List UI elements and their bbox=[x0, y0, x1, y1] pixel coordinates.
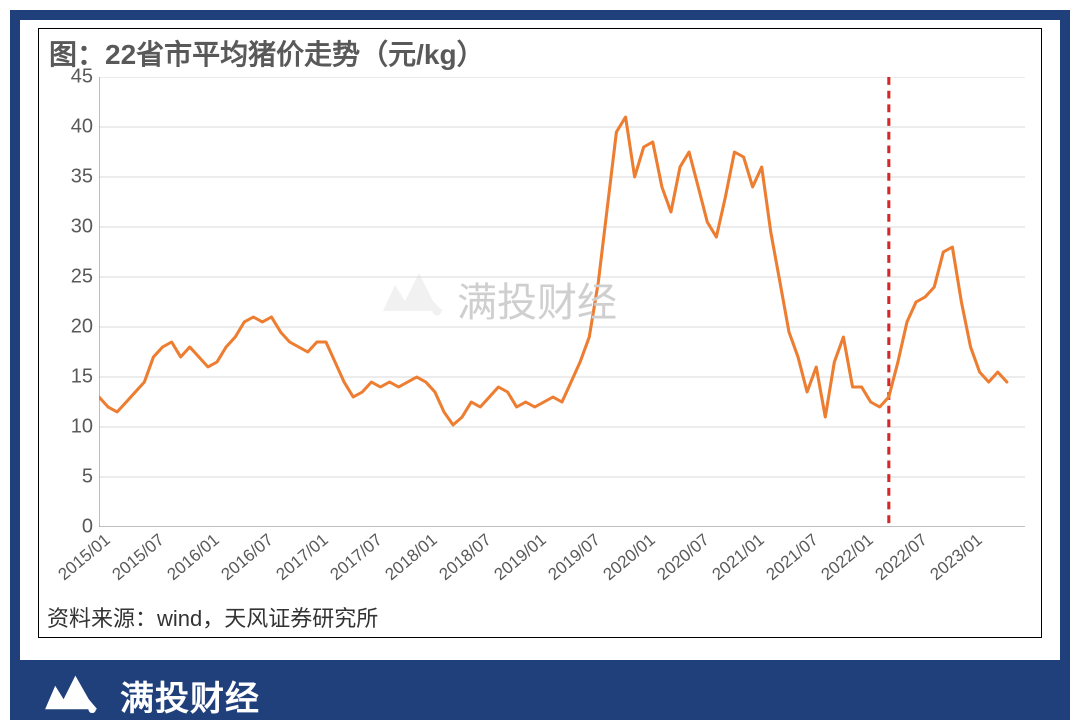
xtick-label: 2018/07 bbox=[433, 527, 496, 585]
ytick-label: 45 bbox=[71, 66, 99, 89]
xtick-label: 2018/01 bbox=[379, 527, 442, 585]
xtick-label: 2015/07 bbox=[106, 527, 169, 585]
outer-frame: 图：22省市平均猪价走势（元/kg） 051015202530354045201… bbox=[10, 10, 1070, 670]
xtick-label: 2017/01 bbox=[270, 527, 333, 585]
xtick-label: 2021/07 bbox=[760, 527, 823, 585]
ytick-label: 40 bbox=[71, 116, 99, 139]
brand-bar: 满投财经 bbox=[10, 670, 1070, 720]
xtick-label: 2017/07 bbox=[324, 527, 387, 585]
xtick-label: 2023/01 bbox=[923, 527, 986, 585]
ytick-label: 5 bbox=[82, 466, 99, 489]
xtick-label: 2019/01 bbox=[488, 527, 551, 585]
plot-area: 0510152025303540452015/012015/072016/012… bbox=[99, 77, 1025, 527]
ytick-label: 15 bbox=[71, 365, 99, 388]
xtick-label: 2022/07 bbox=[869, 527, 932, 585]
brand-logo-icon bbox=[38, 674, 106, 716]
ytick-label: 25 bbox=[71, 266, 99, 289]
ytick-label: 35 bbox=[71, 166, 99, 189]
chart-svg bbox=[99, 77, 1025, 527]
brand-text: 满投财经 bbox=[120, 671, 260, 720]
ytick-label: 20 bbox=[71, 316, 99, 339]
xtick-label: 2022/01 bbox=[815, 527, 878, 585]
chart-title: 图：22省市平均猪价走势（元/kg） bbox=[49, 33, 485, 73]
ytick-label: 30 bbox=[71, 215, 99, 238]
xtick-label: 2020/07 bbox=[651, 527, 714, 585]
xtick-label: 2021/01 bbox=[706, 527, 769, 585]
xtick-label: 2020/01 bbox=[597, 527, 660, 585]
source-text: 资料来源：wind，天风证券研究所 bbox=[47, 601, 378, 633]
ytick-label: 10 bbox=[71, 416, 99, 439]
chart-container: 图：22省市平均猪价走势（元/kg） 051015202530354045201… bbox=[38, 28, 1042, 638]
xtick-label: 2019/07 bbox=[542, 527, 605, 585]
xtick-label: 2016/01 bbox=[161, 527, 224, 585]
xtick-label: 2016/07 bbox=[215, 527, 278, 585]
